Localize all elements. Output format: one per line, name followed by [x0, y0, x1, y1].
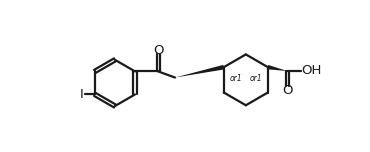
Polygon shape [268, 65, 287, 71]
Polygon shape [175, 65, 224, 78]
Text: O: O [282, 84, 292, 97]
Text: I: I [80, 88, 84, 101]
Text: or1: or1 [249, 74, 262, 83]
Text: O: O [153, 44, 163, 57]
Text: OH: OH [301, 64, 322, 78]
Text: or1: or1 [229, 74, 242, 83]
